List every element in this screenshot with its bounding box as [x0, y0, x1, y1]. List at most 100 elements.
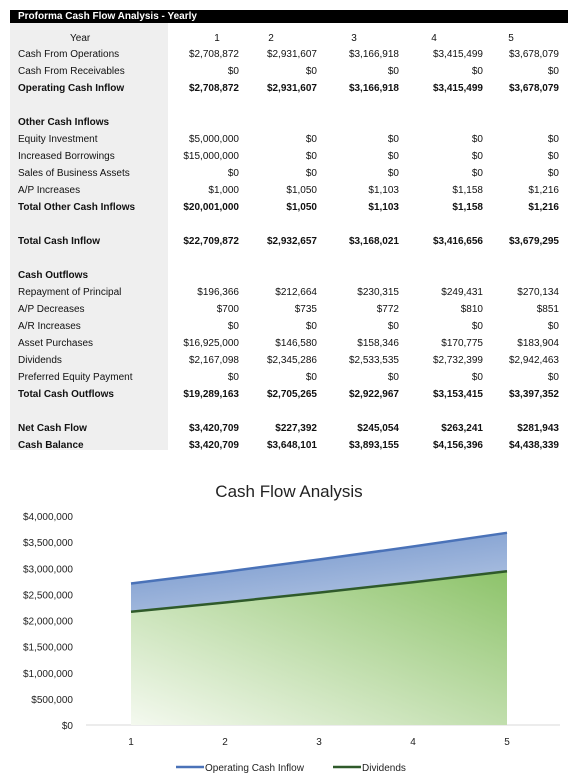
row-value: $0: [471, 372, 483, 383]
row-value: $3,415,499: [432, 49, 483, 60]
row-value: $2,708,872: [188, 49, 239, 60]
table-row: A/P Decreases $700 $735 $772 $810 $851: [10, 301, 568, 318]
table-row: Other Cash Inflows: [10, 114, 568, 131]
row-value: $3,168,021: [348, 236, 399, 247]
row-value: $0: [547, 321, 559, 332]
row-value: $15,000,000: [183, 151, 239, 162]
row-label: Total Cash Inflow: [18, 236, 101, 247]
row-value: $0: [547, 372, 559, 383]
row-value: $0: [547, 151, 559, 162]
year-header-5: 5: [508, 33, 514, 44]
x-tick-label: 4: [410, 737, 416, 748]
row-value: $0: [227, 372, 239, 383]
table-row: Asset Purchases $16,925,000 $146,580 $158,3…: [10, 335, 568, 352]
table-row: Equity Investment $5,000,000 $0 $0 $0 $0: [10, 131, 568, 148]
row-value: $3,420,709: [188, 423, 239, 434]
year-header-3: 3: [351, 33, 357, 44]
table-row: Net Cash Flow $3,420,709 $227,392 $245,054 $…: [10, 420, 568, 437]
row-value: $4,438,339: [508, 440, 559, 451]
row-label: Cash Outflows: [18, 270, 89, 281]
row-value: $146,580: [275, 338, 317, 349]
table-row: Cash From Operations $2,708,872 $2,931,607…: [10, 46, 568, 63]
table-header-row: Year 1 2 3 4 5: [10, 30, 568, 47]
row-value: $2,167,098: [188, 355, 239, 366]
table-row: Dividends $2,167,098 $2,345,286 $2,533,535 $…: [10, 352, 568, 369]
cash-flow-chart: Cash Flow Analysis $0 $500,000 $1,000,000 $…: [23, 482, 560, 774]
table-row: Cash From Receivables $0 $0 $0 $0 $0: [10, 63, 568, 80]
row-value: $1,216: [528, 202, 559, 213]
row-value: $2,931,607: [266, 49, 317, 60]
row-value: $0: [305, 151, 317, 162]
row-value: $0: [471, 151, 483, 162]
row-value: $5,000,000: [188, 134, 239, 145]
row-label: Other Cash Inflows: [18, 117, 110, 128]
row-label: Net Cash Flow: [18, 423, 87, 434]
table-row: Total Other Cash Inflows $20,001,000 $1,05…: [10, 199, 568, 216]
row-value: $700: [216, 304, 239, 315]
y-tick-label: $3,500,000: [23, 538, 73, 549]
row-value: $1,158: [452, 202, 483, 213]
row-label: Repayment of Principal: [18, 287, 122, 298]
row-value: $0: [227, 321, 239, 332]
table-row: Total Cash Outflows $19,289,163 $2,705,265…: [10, 386, 568, 403]
table-row: Sales of Business Assets $0 $0 $0 $0 $0: [10, 165, 568, 182]
row-value: $2,345,286: [266, 355, 317, 366]
x-tick-label: 3: [316, 737, 322, 748]
row-value: $1,000: [208, 185, 239, 196]
row-value: $249,431: [441, 287, 483, 298]
x-tick-label: 5: [504, 737, 510, 748]
row-value: $0: [547, 66, 559, 77]
table-row: Cash Balance $3,420,709 $3,648,101 $3,893,1…: [10, 437, 568, 454]
row-value: $0: [471, 66, 483, 77]
year-label: Year: [70, 33, 91, 44]
row-value: $1,216: [528, 185, 559, 196]
row-value: $2,931,607: [266, 83, 317, 94]
row-value: $3,678,079: [508, 83, 559, 94]
row-value: $3,166,918: [348, 49, 399, 60]
row-label: Equity Investment: [18, 134, 98, 145]
row-value: $0: [387, 66, 399, 77]
row-value: $16,925,000: [183, 338, 239, 349]
row-value: $19,289,163: [183, 389, 239, 400]
row-label: Cash From Operations: [18, 49, 120, 60]
dividends-line: [130, 570, 508, 614]
row-label: Increased Borrowings: [18, 151, 115, 162]
row-label: Total Other Cash Inflows: [18, 202, 136, 213]
row-label: Cash From Receivables: [18, 66, 125, 77]
row-value: $2,942,463: [508, 355, 559, 366]
row-value: $2,533,535: [348, 355, 399, 366]
row-value: $170,775: [441, 338, 483, 349]
row-value: $3,416,656: [432, 236, 483, 247]
table-row: A/P Increases $1,000 $1,050 $1,103 $1,158 $1,…: [10, 182, 568, 199]
legend-label: Operating Cash Inflow: [205, 763, 305, 774]
row-label: Asset Purchases: [18, 338, 94, 349]
row-value: $3,678,079: [508, 49, 559, 60]
row-value: $0: [387, 134, 399, 145]
row-value: $1,050: [286, 185, 317, 196]
row-value: $245,054: [357, 423, 399, 434]
row-value: $263,241: [441, 423, 483, 434]
row-value: $230,315: [357, 287, 399, 298]
x-tick-label: 2: [222, 737, 228, 748]
table-row: Operating Cash Inflow $2,708,872 $2,931,60…: [10, 80, 568, 97]
row-value: $2,922,967: [348, 389, 399, 400]
row-value: $1,103: [368, 185, 399, 196]
table-title: Proforma Cash Flow Analysis - Yearly: [10, 10, 568, 23]
row-label: A/P Increases: [18, 185, 81, 196]
row-value: $2,705,265: [266, 389, 317, 400]
label-column-background: [10, 23, 168, 450]
row-value: $4,156,396: [432, 440, 483, 451]
row-value: $158,346: [357, 338, 399, 349]
row-label: A/P Decreases: [18, 304, 85, 315]
row-value: $22,709,872: [183, 236, 239, 247]
row-label: Dividends: [18, 355, 62, 366]
row-value: $183,904: [517, 338, 559, 349]
row-value: $3,893,155: [348, 440, 399, 451]
row-value: $0: [227, 66, 239, 77]
row-value: $0: [305, 66, 317, 77]
row-value: $0: [227, 168, 239, 179]
row-value: $1,158: [452, 185, 483, 196]
x-tick-label: 1: [128, 737, 134, 748]
row-label: Operating Cash Inflow: [18, 83, 125, 94]
row-value: $0: [387, 372, 399, 383]
